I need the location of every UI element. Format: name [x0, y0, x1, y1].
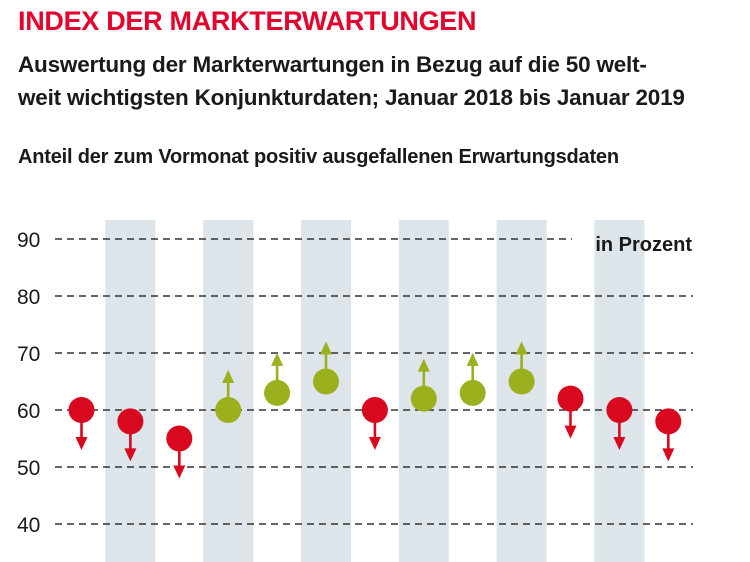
- arrow-up-icon: [320, 341, 332, 355]
- chart-title: INDEX DER MARKTERWARTUNGEN: [18, 6, 477, 36]
- data-point: [166, 425, 193, 479]
- y-tick-label: 60: [17, 400, 40, 423]
- arrow-up-icon: [222, 370, 235, 383]
- data-point: [264, 352, 291, 406]
- data-point: [606, 397, 633, 450]
- arrow-down-icon: [368, 437, 381, 450]
- data-marker: [166, 425, 193, 452]
- data-point: [313, 341, 339, 395]
- y-tick-label: 50: [17, 457, 40, 480]
- arrow-up-icon: [417, 358, 430, 372]
- data-marker: [215, 397, 242, 423]
- y-tick-label: 80: [17, 286, 40, 309]
- data-point: [361, 397, 388, 450]
- data-marker: [508, 368, 535, 395]
- subtitle-line-1: Auswertung der Markterwartungen in Bezug…: [18, 52, 647, 77]
- data-point: [508, 341, 535, 395]
- y-tick-label: 70: [17, 343, 40, 366]
- data-marker: [655, 408, 682, 435]
- arrow-down-icon: [613, 437, 626, 450]
- arrow-up-icon: [515, 341, 528, 355]
- data-point: [117, 408, 144, 462]
- arrow-up-icon: [466, 352, 479, 366]
- arrow-down-icon: [564, 425, 577, 439]
- data-marker: [606, 397, 633, 423]
- unit-label: in Prozent: [595, 234, 692, 256]
- y-tick-label: 90: [17, 229, 40, 252]
- subtitle-line-2: weit wichtigsten Konjunkturdaten; Januar…: [18, 85, 685, 110]
- y-tick-label: 40: [17, 514, 40, 537]
- data-marker: [410, 385, 437, 412]
- data-point: [459, 352, 486, 406]
- data-point: [557, 385, 584, 439]
- arrow-up-icon: [271, 352, 284, 366]
- data-marker: [313, 368, 339, 395]
- data-point: [215, 370, 242, 423]
- data-marker: [459, 379, 486, 406]
- data-marker: [264, 379, 291, 406]
- data-marker: [361, 397, 388, 423]
- data-point: [410, 358, 437, 412]
- data-marker: [117, 408, 144, 435]
- month-band: [105, 220, 156, 562]
- arrow-down-icon: [173, 465, 186, 479]
- arrow-down-icon: [124, 448, 137, 462]
- chart-caption: Anteil der zum Vormonat positiv ausgefal…: [18, 146, 619, 168]
- month-band: [594, 220, 645, 562]
- data-marker: [557, 385, 584, 412]
- chart-subtitle: Auswertung der Markterwartungen in Bezug…: [18, 48, 738, 114]
- data-point: [68, 397, 95, 450]
- arrow-down-icon: [75, 437, 88, 450]
- arrow-down-icon: [662, 448, 675, 462]
- data-marker: [68, 397, 95, 423]
- data-point: [655, 408, 682, 462]
